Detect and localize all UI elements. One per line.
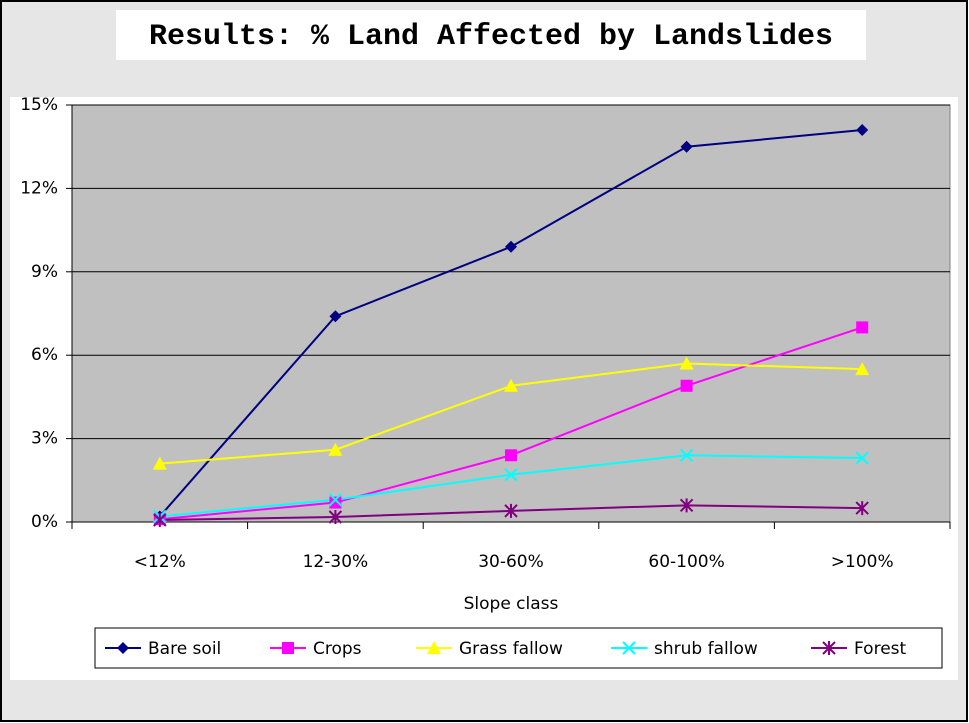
x-tick-label: >100% — [831, 552, 894, 572]
data-point — [504, 468, 518, 482]
legend-box — [94, 627, 943, 669]
data-point — [855, 501, 869, 516]
data-point — [855, 362, 870, 376]
data-point — [328, 442, 343, 456]
legend-marker — [427, 641, 441, 654]
legend-marker — [822, 641, 836, 655]
y-tick-label: 15% — [20, 95, 58, 115]
data-point — [504, 378, 518, 392]
chart-title: Results: % Land Affected by Landslides — [149, 20, 833, 54]
y-tick-label: 6% — [31, 345, 58, 365]
data-point — [153, 513, 167, 528]
data-point — [328, 493, 343, 507]
legend-label: Crops — [313, 639, 362, 659]
legend-label: Grass fallow — [459, 639, 563, 659]
legend-marker — [282, 642, 294, 654]
data-point — [328, 509, 343, 524]
data-point — [679, 356, 694, 370]
data-point — [329, 496, 342, 509]
y-tick-label: 9% — [31, 262, 58, 282]
legend-marker — [117, 642, 129, 654]
legend-label: Forest — [854, 639, 907, 659]
x-axis-label: Slope class — [464, 594, 559, 614]
data-point — [855, 451, 869, 465]
data-point — [856, 124, 869, 137]
data-point — [504, 503, 518, 518]
legend-label: shrub fallow — [654, 639, 758, 659]
data-point — [680, 379, 693, 392]
data-point — [329, 310, 342, 323]
x-tick-label: <12% — [134, 552, 186, 572]
legend-marker — [622, 641, 636, 655]
data-point — [505, 240, 517, 253]
y-tick-label: 3% — [31, 429, 58, 449]
y-tick-label: 0% — [31, 512, 58, 532]
data-point — [679, 498, 694, 513]
y-tick-label: 12% — [20, 178, 58, 198]
data-point — [680, 140, 693, 153]
data-point — [679, 448, 694, 462]
data-point — [505, 449, 517, 462]
x-tick-label: 60-100% — [648, 552, 724, 572]
title-box — [116, 10, 866, 60]
data-point — [152, 456, 167, 470]
x-tick-label: 12-30% — [303, 552, 369, 572]
data-point — [856, 321, 869, 334]
x-tick-label: 30-60% — [478, 552, 544, 572]
legend-label: Bare soil — [148, 639, 221, 659]
